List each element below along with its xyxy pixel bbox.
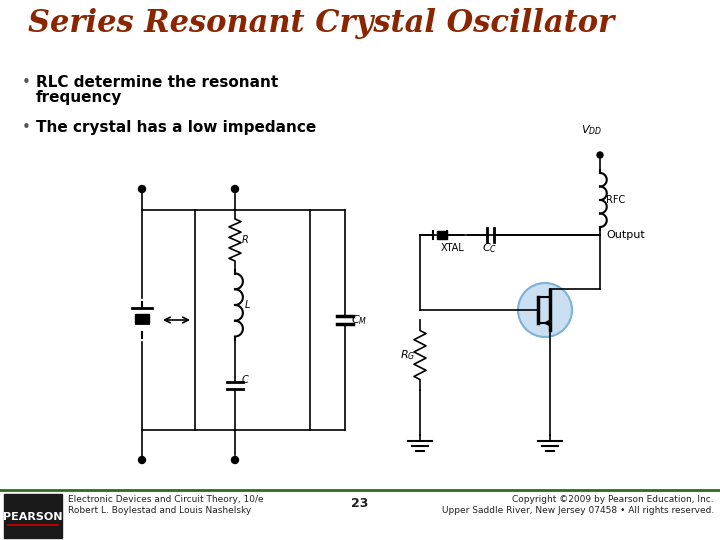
Circle shape: [518, 283, 572, 337]
Bar: [436, 231, 446, 239]
Text: $V_{DD}$: $V_{DD}$: [581, 123, 603, 137]
Text: R: R: [242, 235, 248, 245]
Text: RLC determine the resonant: RLC determine the resonant: [36, 75, 278, 90]
Text: PEARSON: PEARSON: [4, 512, 63, 522]
Text: Electronic Devices and Circuit Theory, 10/e: Electronic Devices and Circuit Theory, 1…: [68, 495, 264, 504]
Circle shape: [232, 186, 238, 192]
Text: Upper Saddle River, New Jersey 07458 • All rights reserved.: Upper Saddle River, New Jersey 07458 • A…: [442, 506, 714, 515]
Circle shape: [232, 456, 238, 463]
Text: 23: 23: [351, 497, 369, 510]
Circle shape: [138, 186, 145, 192]
Text: frequency: frequency: [36, 90, 122, 105]
Text: $C_C$: $C_C$: [482, 241, 498, 255]
Circle shape: [597, 152, 603, 158]
Text: Output: Output: [606, 230, 644, 240]
Text: XTAL: XTAL: [441, 243, 465, 253]
Text: RFC: RFC: [606, 195, 625, 205]
Text: C: C: [242, 375, 248, 385]
Text: The crystal has a low impedance: The crystal has a low impedance: [36, 120, 316, 135]
Text: $R_G$: $R_G$: [400, 348, 415, 362]
Bar: [4, 494, 62, 538]
Text: Series Resonant Crystal Oscillator: Series Resonant Crystal Oscillator: [28, 8, 614, 39]
Circle shape: [138, 456, 145, 463]
Text: •: •: [22, 120, 31, 135]
Text: •: •: [22, 75, 31, 90]
Text: $C_M$: $C_M$: [351, 313, 367, 327]
Text: Robert L. Boylestad and Louis Nashelsky: Robert L. Boylestad and Louis Nashelsky: [68, 506, 251, 515]
Text: L: L: [245, 300, 251, 310]
Bar: [135, 314, 149, 323]
Text: Copyright ©2009 by Pearson Education, Inc.: Copyright ©2009 by Pearson Education, In…: [513, 495, 714, 504]
